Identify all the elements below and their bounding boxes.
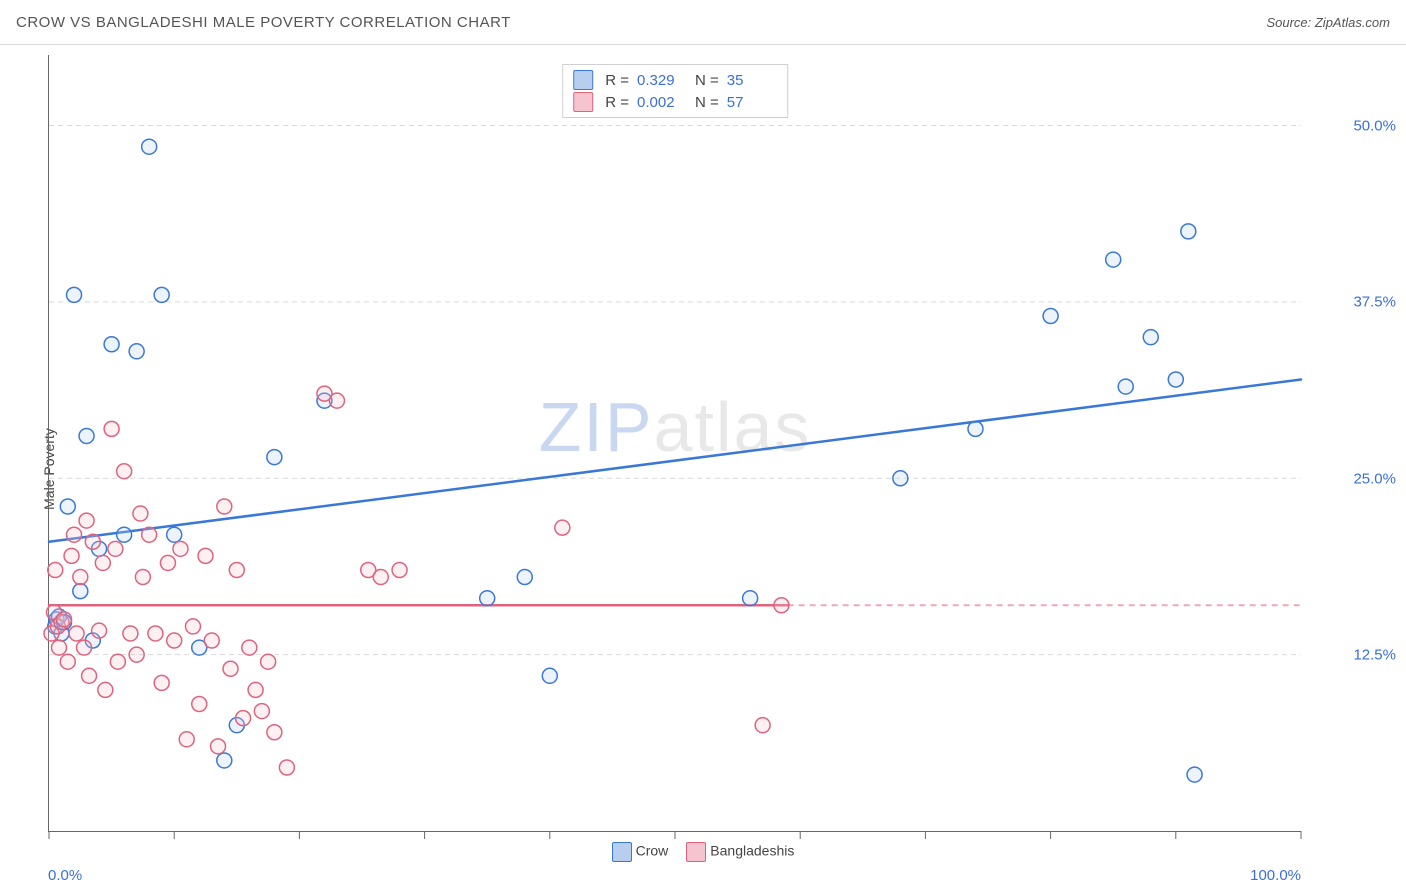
legend-item-label: Crow [636, 843, 669, 859]
x-tick-min: 0.0% [48, 867, 82, 884]
y-tick-label: 12.5% [1311, 647, 1396, 664]
legend-item: Crow [612, 842, 669, 862]
chart-source: Source: ZipAtlas.com [1266, 15, 1390, 30]
y-tick-label: 25.0% [1311, 470, 1396, 487]
legend-swatch-icon [686, 842, 706, 862]
legend-row: R = 0.002 N = 57 [573, 91, 777, 113]
y-tick-label: 37.5% [1311, 294, 1396, 311]
x-axis-tick-labels: 0.0% 100.0% [48, 867, 1301, 884]
legend-swatch-icon [573, 92, 593, 112]
legend-row: R = 0.329 N = 35 [573, 69, 777, 91]
legend-r-value: 0.002 [637, 94, 687, 111]
x-tick-max: 100.0% [1250, 867, 1301, 884]
chart-svg [49, 55, 1301, 831]
legend-item-label: Bangladeshis [710, 843, 794, 859]
legend-item: Bangladeshis [686, 842, 794, 862]
legend-r-label: R = [605, 94, 629, 111]
plot-area-wrap: Male Poverty ZIPatlas R =0.329N =35R =0.… [0, 45, 1406, 892]
source-name: ZipAtlas.com [1315, 15, 1390, 30]
legend-swatch-icon [612, 842, 632, 862]
source-label: Source: [1266, 15, 1314, 30]
legend-n-value: 57 [727, 94, 777, 111]
correlation-legend: R = 0.329 N = 35 R = 0.002 N = 57 [562, 64, 788, 118]
series-legend: Crow Bangladeshis [0, 842, 1406, 862]
legend-r-label: R = [605, 72, 629, 89]
legend-swatch-icon [573, 70, 593, 90]
plot-area: ZIPatlas R =0.329N =35R =0.002N =57 [48, 55, 1301, 832]
chart-title: CROW VS BANGLADESHI MALE POVERTY CORRELA… [16, 14, 511, 31]
y-tick-label: 50.0% [1311, 117, 1396, 134]
chart-header: CROW VS BANGLADESHI MALE POVERTY CORRELA… [0, 0, 1406, 45]
legend-n-label: N = [695, 94, 719, 111]
legend-n-value: 35 [727, 72, 777, 89]
y-axis-tick-labels: 12.5% 25.0% 37.5% 50.0% [1311, 55, 1396, 832]
legend-r-value: 0.329 [637, 72, 687, 89]
legend-n-label: N = [695, 72, 719, 89]
